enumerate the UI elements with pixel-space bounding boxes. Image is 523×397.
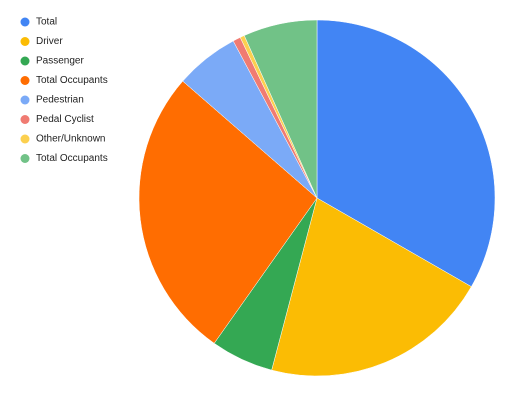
pie-slice xyxy=(271,197,472,377)
legend-marker xyxy=(20,95,30,105)
legend-label: Passenger xyxy=(36,56,84,67)
legend-label: Driver xyxy=(36,36,63,47)
legend-marker xyxy=(20,134,30,144)
legend-marker xyxy=(20,115,30,124)
legend-marker xyxy=(20,37,30,46)
legend-marker xyxy=(20,17,30,27)
pie-slice xyxy=(316,19,496,288)
pie-slice xyxy=(243,19,318,199)
legend-marker xyxy=(20,154,30,163)
legend-marker xyxy=(20,56,30,66)
legend-label: Total Occupants xyxy=(36,153,108,164)
pie-slice xyxy=(138,80,318,344)
legend-label: Other/Unknown xyxy=(36,134,105,145)
legend-label: Total Occupants xyxy=(36,75,108,86)
legend-marker xyxy=(20,76,30,85)
legend-label: Pedal Cyclist xyxy=(36,114,94,125)
legend-label: Total xyxy=(36,17,57,28)
legend-label: Pedestrian xyxy=(36,95,84,106)
